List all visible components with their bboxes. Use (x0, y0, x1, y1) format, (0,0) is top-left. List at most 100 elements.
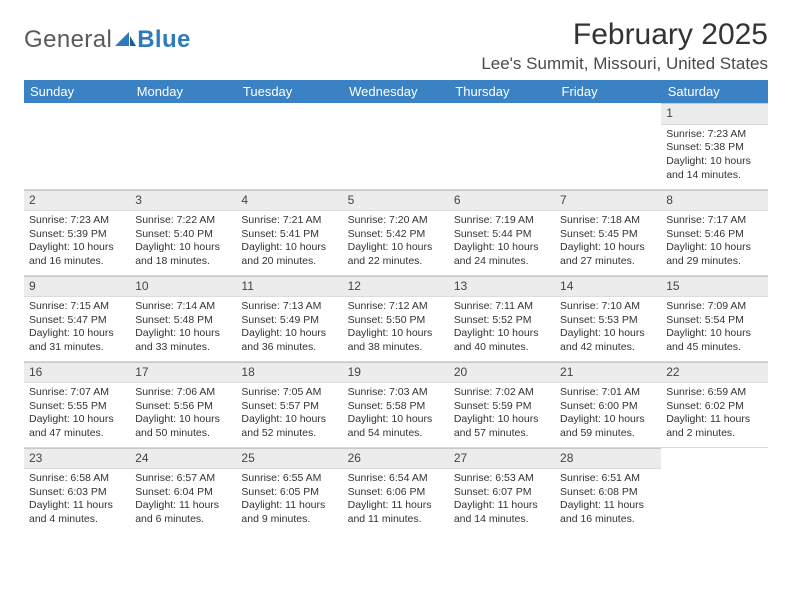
sunrise-line: Sunrise: 7:15 AM (29, 300, 125, 314)
day-info: Sunrise: 7:23 AMSunset: 5:39 PMDaylight:… (24, 211, 130, 273)
weekday-header-row: Sunday Monday Tuesday Wednesday Thursday… (24, 80, 768, 103)
day-number: 11 (236, 276, 342, 298)
day-info: Sunrise: 7:21 AMSunset: 5:41 PMDaylight:… (236, 211, 342, 273)
daylight-line: Daylight: 10 hours and 36 minutes. (241, 327, 337, 354)
daylight-line: Daylight: 10 hours and 20 minutes. (241, 241, 337, 268)
day-number: 12 (343, 276, 449, 298)
weekday-header: Friday (555, 80, 661, 103)
daylight-line: Daylight: 10 hours and 47 minutes. (29, 413, 125, 440)
sunset-line: Sunset: 5:47 PM (29, 314, 125, 328)
day-number: 21 (555, 362, 661, 384)
sunset-line: Sunset: 5:50 PM (348, 314, 444, 328)
daylight-line: Daylight: 11 hours and 11 minutes. (348, 499, 444, 526)
sunset-line: Sunset: 6:08 PM (560, 486, 656, 500)
day-info: Sunrise: 7:20 AMSunset: 5:42 PMDaylight:… (343, 211, 449, 273)
sunset-line: Sunset: 6:04 PM (135, 486, 231, 500)
day-info: Sunrise: 7:15 AMSunset: 5:47 PMDaylight:… (24, 297, 130, 359)
day-number: 24 (130, 448, 236, 470)
sunrise-line: Sunrise: 7:14 AM (135, 300, 231, 314)
calendar-cell (449, 103, 555, 189)
sunset-line: Sunset: 5:59 PM (454, 400, 550, 414)
calendar-cell: 23 Sunrise: 6:58 AMSunset: 6:03 PMDayligh… (24, 447, 130, 533)
calendar-cell (236, 103, 342, 189)
sunset-line: Sunset: 6:03 PM (29, 486, 125, 500)
sunrise-line: Sunrise: 7:17 AM (666, 214, 762, 228)
calendar-cell: 27Sunrise: 6:53 AMSunset: 6:07 PMDayligh… (449, 447, 555, 533)
day-info: Sunrise: 7:22 AMSunset: 5:40 PMDaylight:… (130, 211, 236, 273)
calendar-cell: 15Sunrise: 7:09 AMSunset: 5:54 PMDayligh… (661, 275, 767, 361)
daylight-line: Daylight: 10 hours and 38 minutes. (348, 327, 444, 354)
calendar-cell: 3Sunrise: 7:22 AMSunset: 5:40 PMDaylight… (130, 189, 236, 275)
location-label: Lee's Summit, Missouri, United States (481, 54, 768, 74)
day-number: 23 (24, 448, 130, 470)
sunset-line: Sunset: 5:54 PM (666, 314, 762, 328)
day-number: 4 (236, 190, 342, 212)
sunrise-line: Sunrise: 7:01 AM (560, 386, 656, 400)
sunset-line: Sunset: 5:39 PM (29, 228, 125, 242)
day-number: 17 (130, 362, 236, 384)
calendar-cell (555, 103, 661, 189)
calendar-cell: 28Sunrise: 6:51 AMSunset: 6:08 PMDayligh… (555, 447, 661, 533)
sunrise-line: Sunrise: 7:07 AM (29, 386, 125, 400)
daylight-line: Daylight: 10 hours and 27 minutes. (560, 241, 656, 268)
daylight-line: Daylight: 10 hours and 18 minutes. (135, 241, 231, 268)
day-info: Sunrise: 7:01 AMSunset: 6:00 PMDaylight:… (555, 383, 661, 445)
calendar-cell (24, 103, 130, 189)
calendar-cell: 24Sunrise: 6:57 AMSunset: 6:04 PMDayligh… (130, 447, 236, 533)
daylight-line: Daylight: 10 hours and 16 minutes. (29, 241, 125, 268)
day-info: Sunrise: 7:06 AMSunset: 5:56 PMDaylight:… (130, 383, 236, 445)
calendar-cell: 2Sunrise: 7:23 AMSunset: 5:39 PMDaylight… (24, 189, 130, 275)
day-number: 13 (449, 276, 555, 298)
calendar-cell: 12Sunrise: 7:12 AMSunset: 5:50 PMDayligh… (343, 275, 449, 361)
calendar-cell: 7Sunrise: 7:18 AMSunset: 5:45 PMDaylight… (555, 189, 661, 275)
logo-word-1: General (24, 26, 112, 54)
day-info: Sunrise: 7:02 AMSunset: 5:59 PMDaylight:… (449, 383, 555, 445)
weekday-header: Thursday (449, 80, 555, 103)
daylight-line: Daylight: 10 hours and 14 minutes. (666, 155, 762, 182)
daylight-line: Daylight: 10 hours and 31 minutes. (29, 327, 125, 354)
calendar-cell: 9Sunrise: 7:15 AMSunset: 5:47 PMDaylight… (24, 275, 130, 361)
sunrise-line: Sunrise: 7:06 AM (135, 386, 231, 400)
calendar-cell: 4Sunrise: 7:21 AMSunset: 5:41 PMDaylight… (236, 189, 342, 275)
calendar-row: 2Sunrise: 7:23 AMSunset: 5:39 PMDaylight… (24, 189, 768, 275)
sunrise-line: Sunrise: 6:53 AM (454, 472, 550, 486)
sunset-line: Sunset: 5:44 PM (454, 228, 550, 242)
sunset-line: Sunset: 5:42 PM (348, 228, 444, 242)
logo-word-2: Blue (137, 26, 191, 54)
sunset-line: Sunset: 5:55 PM (29, 400, 125, 414)
header: General Blue February 2025 Lee's Summit,… (24, 18, 768, 74)
sunrise-line: Sunrise: 7:13 AM (241, 300, 337, 314)
day-number: 5 (343, 190, 449, 212)
daylight-line: Daylight: 10 hours and 59 minutes. (560, 413, 656, 440)
sunset-line: Sunset: 6:05 PM (241, 486, 337, 500)
sunset-line: Sunset: 6:00 PM (560, 400, 656, 414)
day-number: 16 (24, 362, 130, 384)
calendar-cell (130, 103, 236, 189)
day-info: Sunrise: 7:17 AMSunset: 5:46 PMDaylight:… (661, 211, 767, 273)
day-info: Sunrise: 7:12 AMSunset: 5:50 PMDaylight:… (343, 297, 449, 359)
day-number: 14 (555, 276, 661, 298)
daylight-line: Daylight: 11 hours and 4 minutes. (29, 499, 125, 526)
calendar-cell: 8Sunrise: 7:17 AMSunset: 5:46 PMDaylight… (661, 189, 767, 275)
day-info: Sunrise: 7:13 AMSunset: 5:49 PMDaylight:… (236, 297, 342, 359)
weekday-header: Monday (130, 80, 236, 103)
sunrise-line: Sunrise: 7:09 AM (666, 300, 762, 314)
calendar-cell: 17Sunrise: 7:06 AMSunset: 5:56 PMDayligh… (130, 361, 236, 447)
calendar-cell: 26Sunrise: 6:54 AMSunset: 6:06 PMDayligh… (343, 447, 449, 533)
calendar-row: 23Sunrise: 6:58 AMSunset: 6:03 PMDayligh… (24, 447, 768, 533)
daylight-line: Daylight: 10 hours and 24 minutes. (454, 241, 550, 268)
sunset-line: Sunset: 5:57 PM (241, 400, 337, 414)
daylight-line: Daylight: 10 hours and 42 minutes. (560, 327, 656, 354)
month-title: February 2025 (481, 18, 768, 52)
sunrise-line: Sunrise: 7:11 AM (454, 300, 550, 314)
sunrise-line: Sunrise: 6:58 AM (29, 472, 125, 486)
day-info: Sunrise: 7:05 AMSunset: 5:57 PMDaylight:… (236, 383, 342, 445)
calendar-cell: 21Sunrise: 7:01 AMSunset: 6:00 PMDayligh… (555, 361, 661, 447)
day-number: 7 (555, 190, 661, 212)
weekday-header: Saturday (661, 80, 767, 103)
sunrise-line: Sunrise: 7:18 AM (560, 214, 656, 228)
sunrise-line: Sunrise: 6:51 AM (560, 472, 656, 486)
calendar-cell: 6Sunrise: 7:19 AMSunset: 5:44 PMDaylight… (449, 189, 555, 275)
daylight-line: Daylight: 11 hours and 9 minutes. (241, 499, 337, 526)
sunrise-line: Sunrise: 7:20 AM (348, 214, 444, 228)
